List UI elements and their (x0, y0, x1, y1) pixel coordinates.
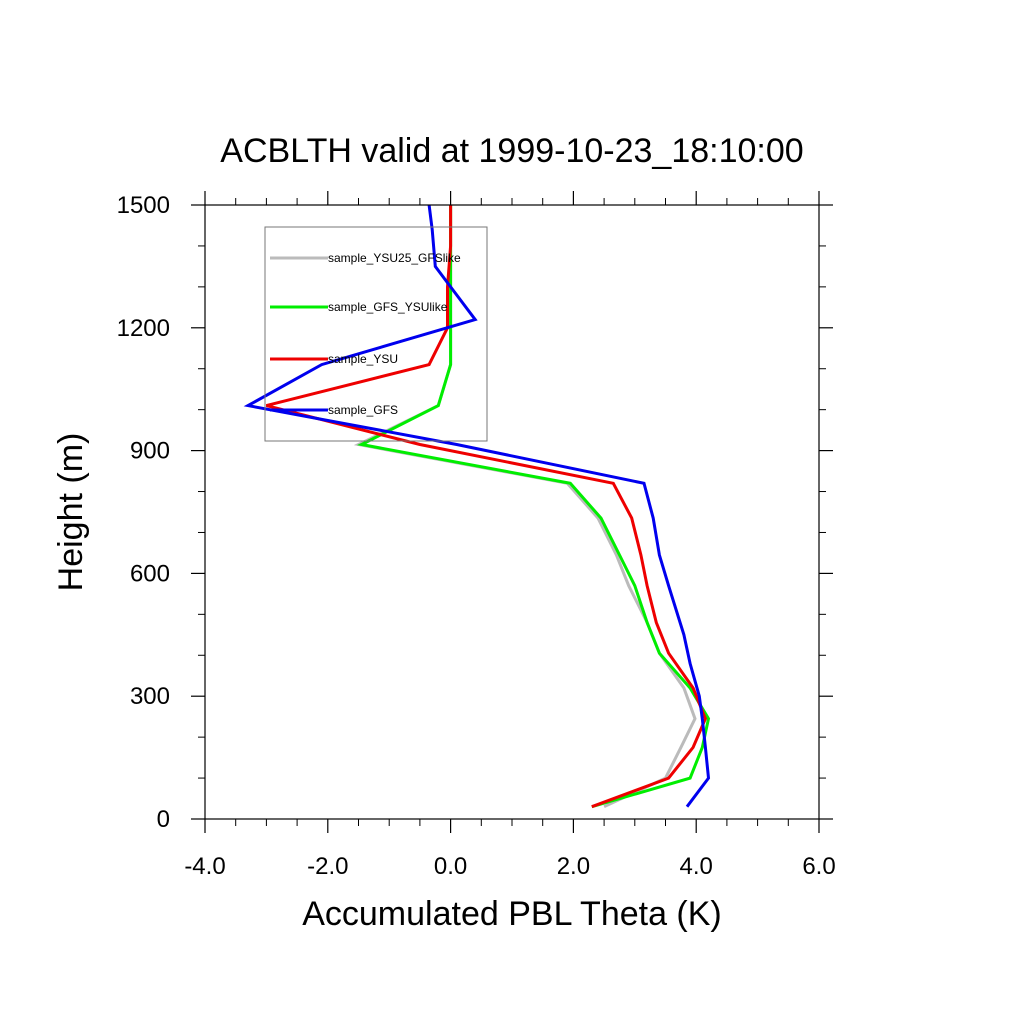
y-tick-label: 600 (130, 560, 170, 587)
ticks-layer: -4.0 -2.0 0.0 2.0 4.0 6.0 0 300 600 900 1200 1500 (117, 191, 836, 880)
series-line-sample_YSU (266, 205, 708, 809)
x-tick-label: -2.0 (307, 853, 348, 880)
x-tick-label: 6.0 (802, 853, 835, 880)
plot-frame (204, 204, 820, 820)
chart-title: ACBLTH valid at 1999-10-23_18:10:00 (220, 132, 803, 170)
series-line-sample_GFS_YSUlike (356, 205, 711, 809)
legend-label: sample_YSU (328, 352, 398, 366)
x-tick-label: -4.0 (184, 853, 225, 880)
y-tick-label: 300 (130, 683, 170, 710)
x-tick-label: 4.0 (680, 853, 713, 880)
series-layer (243, 204, 711, 809)
x-tick-label: 0.0 (434, 853, 467, 880)
series-line-sample_YSU25_GFSlike (353, 205, 697, 809)
legend-label: sample_YSU25_GFSlike (328, 251, 461, 265)
y-tick-label: 1200 (117, 315, 170, 342)
y-axis-label: Height (m) (52, 433, 90, 592)
legend: sample_YSU25_GFSlike sample_GFS_YSUlikesa… (264, 226, 488, 442)
legend-label: sample_GFS (328, 403, 398, 417)
x-axis-label: Accumulated PBL Theta (K) (302, 895, 722, 933)
y-tick-label: 0 (157, 806, 170, 833)
y-tick-label: 1500 (117, 192, 170, 219)
legend-label: sample_GFS_YSUlike (328, 300, 448, 314)
legend-box (264, 226, 488, 442)
series-line-sample_GFS (243, 204, 711, 808)
y-tick-label: 900 (130, 438, 170, 465)
x-tick-label: 2.0 (557, 853, 590, 880)
